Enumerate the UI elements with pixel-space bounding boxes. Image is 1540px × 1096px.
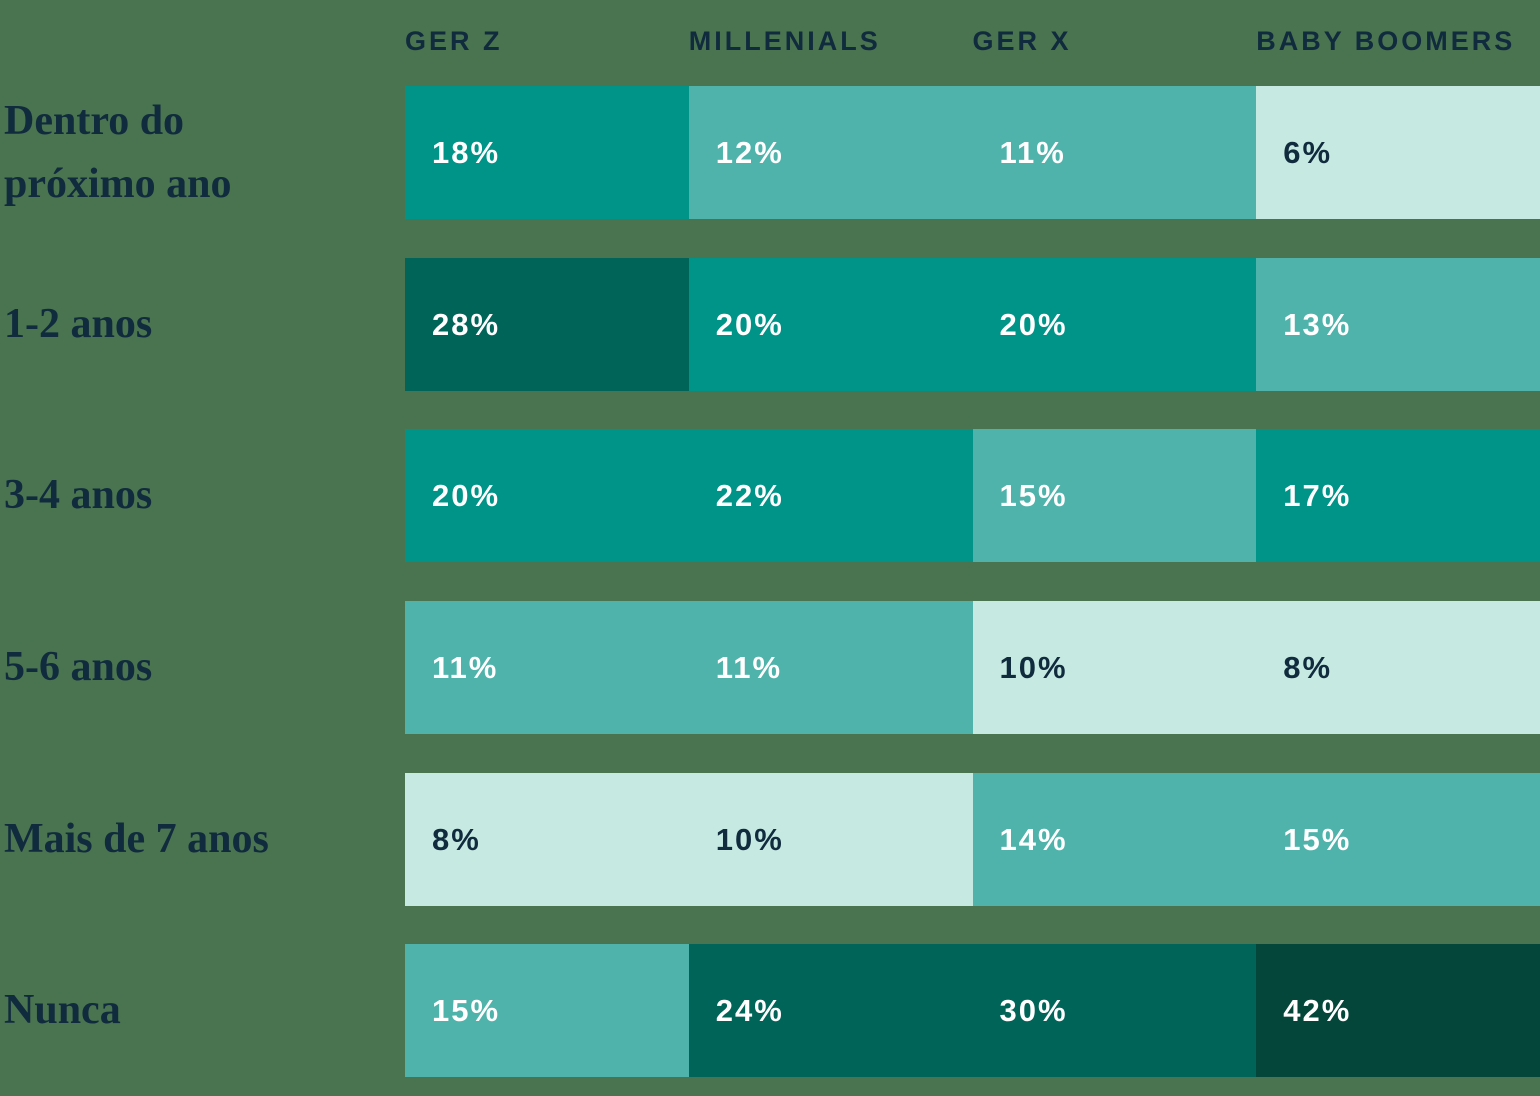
heatmap-cell: 20% [688,258,973,391]
row-label: 3-4 anos [4,472,153,519]
heatmap-cell: 14% [972,773,1257,906]
row-3-4-anos: 3-4 anos 20% 22% 15% 17% [0,429,1540,562]
heatmap-cell: 20% [405,429,689,562]
heatmap-cell: 8% [1256,601,1540,734]
heatmap-cell: 15% [405,944,689,1077]
column-header-baby-boomers: BABY BOOMERS [1256,26,1516,56]
column-headers: GER Z MILLENIALS GER X BABY BOOMERS [405,26,1540,57]
heatmap-cell: 17% [1256,429,1540,562]
heatmap-cell: 15% [1256,773,1540,906]
heatmap-cell: 30% [972,944,1257,1077]
heatmap-cell: 11% [405,601,689,734]
row-1-2-anos: 1-2 anos 28% 20% 20% 13% [0,258,1540,391]
row-mais-de-7-anos: Mais de 7 anos 8% 10% 14% 15% [0,773,1540,906]
row-bars: 18% 12% 11% 6% [405,86,1540,219]
heatmap-cell: 10% [972,601,1257,734]
heatmap-cell: 28% [405,258,689,391]
column-header-millenials: MILLENIALS [688,26,881,56]
heatmap-cell: 22% [688,429,973,562]
heatmap-cell: 11% [972,86,1257,219]
row-bars: 20% 22% 15% 17% [405,429,1540,562]
row-label: Dentro do próximo ano [4,98,232,207]
row-label: Nunca [4,987,121,1034]
heatmap-cell: 13% [1256,258,1540,391]
heatmap-cell: 24% [688,944,973,1077]
heatmap-cell: 12% [688,86,973,219]
row-5-6-anos: 5-6 anos 11% 11% 10% 8% [0,601,1540,734]
column-header-ger-x: GER X [972,26,1072,56]
row-nunca: Nunca 15% 24% 30% 42% [0,944,1540,1077]
heatmap-cell: 6% [1256,86,1540,219]
heatmap-cell: 18% [405,86,689,219]
heatmap-cell: 10% [688,773,973,906]
heatmap-cell: 20% [972,258,1257,391]
heatmap-cell: 42% [1256,944,1540,1077]
heatmap-cell: 15% [972,429,1257,562]
row-bars: 11% 11% 10% 8% [405,601,1540,734]
row-bars: 15% 24% 30% 42% [405,944,1540,1077]
row-label: Mais de 7 anos [4,816,269,863]
row-label: 5-6 anos [4,644,153,691]
heatmap-cell: 8% [405,773,689,906]
row-bars: 28% 20% 20% 13% [405,258,1540,391]
row-dentro-do-proximo-ano: Dentro do próximo ano 18% 12% 11% 6% [0,86,1540,219]
row-label: 1-2 anos [4,301,153,348]
row-bars: 8% 10% 14% 15% [405,773,1540,906]
column-header-ger-z: GER Z [405,26,503,56]
heatmap-cell: 11% [688,601,973,734]
